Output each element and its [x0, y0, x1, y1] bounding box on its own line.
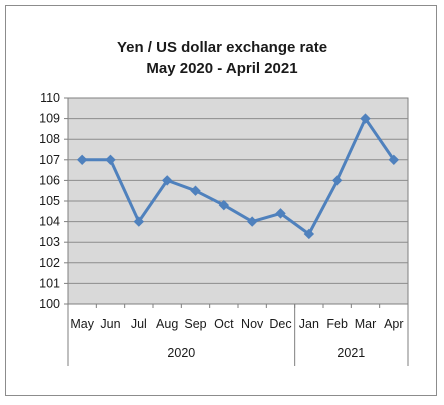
chart-svg: Yen / US dollar exchange rate May 2020 -…	[39, 39, 409, 366]
y-tick-label: 103	[39, 235, 60, 249]
x-axis: May Jun Jul Aug Sep Oct Nov Dec Jan Feb Mar Apr 2020…	[67, 304, 409, 366]
series-markers	[76, 113, 400, 240]
data-point-marker	[76, 154, 88, 166]
data-point-marker	[246, 216, 258, 227]
x-tick-label: May	[70, 317, 94, 331]
y-axis-ticks: 100 101 102 103 104 105 106 107 108 109 110	[39, 91, 68, 311]
x-tick-label: Feb	[326, 317, 348, 331]
x-tick-label: Nov	[241, 317, 264, 331]
data-point-marker	[218, 199, 230, 211]
y-tick-label: 110	[40, 91, 60, 105]
y-tick-label: 101	[39, 276, 60, 290]
y-tick-label: 104	[39, 215, 60, 229]
chart-title: Yen / US dollar exchange rate	[117, 39, 327, 56]
x-tick-label: Aug	[156, 317, 178, 331]
chart-subtitle: May 2020 - April 2021	[146, 60, 297, 77]
y-tick-label: 105	[39, 194, 60, 208]
data-point-marker	[105, 154, 116, 166]
y-tick-label: 107	[39, 153, 60, 167]
data-point-marker	[190, 185, 201, 196]
data-point-marker	[388, 154, 400, 166]
y-tick-label: 108	[39, 132, 60, 146]
y-tick-label: 106	[39, 173, 60, 187]
data-point-marker	[133, 216, 145, 227]
grid-lines	[68, 118, 408, 284]
chart-frame: Yen / US dollar exchange rate May 2020 -…	[5, 5, 437, 396]
series-line	[82, 117, 396, 236]
data-point-marker	[331, 175, 343, 186]
y-tick-label: 100	[39, 297, 60, 311]
data-point-marker	[360, 113, 371, 124]
data-point-marker	[303, 228, 315, 240]
x-tick-label: Jan	[299, 317, 319, 331]
y-tick-label: 109	[39, 112, 60, 126]
data-point-marker	[161, 175, 173, 186]
x-tick-label: Jun	[100, 317, 120, 331]
year-label: 2020	[167, 346, 195, 360]
x-tick-label: Mar	[355, 317, 377, 331]
x-tick-label: Oct	[214, 317, 234, 331]
data-point-marker	[275, 208, 286, 219]
year-label: 2021	[337, 346, 365, 360]
x-tick-label: Jul	[131, 317, 147, 331]
x-tick-label: Apr	[384, 317, 403, 331]
x-tick-label: Dec	[269, 317, 291, 331]
y-tick-label: 102	[39, 256, 60, 270]
x-tick-label: Sep	[184, 317, 206, 331]
